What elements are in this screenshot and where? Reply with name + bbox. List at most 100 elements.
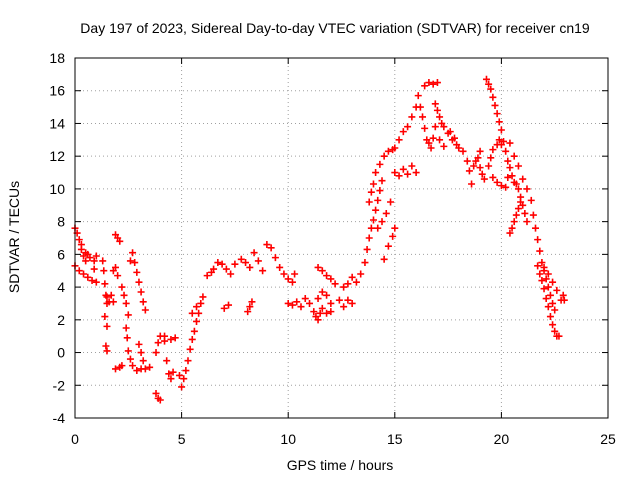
- data-point: [544, 283, 552, 291]
- data-point: [327, 299, 335, 307]
- data-point: [335, 296, 343, 304]
- data-point: [120, 291, 128, 299]
- data-point: [314, 295, 322, 303]
- data-point: [512, 180, 520, 188]
- data-point: [372, 206, 380, 214]
- data-point: [489, 173, 497, 181]
- data-point: [139, 357, 147, 365]
- data-point: [225, 301, 233, 309]
- data-point: [493, 110, 501, 118]
- data-point: [384, 147, 392, 155]
- data-point: [527, 196, 535, 204]
- data-point: [124, 311, 132, 319]
- data-point: [510, 152, 518, 160]
- data-point: [99, 257, 107, 265]
- data-point: [348, 299, 356, 307]
- data-point: [487, 154, 495, 162]
- data-point: [476, 164, 484, 172]
- y-tick-label: 18: [49, 50, 65, 66]
- data-point: [214, 259, 222, 267]
- data-point: [549, 321, 557, 329]
- x-axis-title: GPS time / hours: [287, 457, 394, 473]
- data-point: [470, 162, 478, 170]
- data-point: [306, 299, 314, 307]
- data-point: [476, 147, 484, 155]
- data-point: [92, 252, 100, 260]
- data-point: [459, 147, 467, 155]
- data-point: [474, 154, 482, 162]
- axis-ticks: [74, 57, 609, 419]
- data-point: [540, 285, 548, 293]
- data-point: [436, 113, 444, 121]
- data-point: [116, 237, 124, 245]
- data-point: [521, 209, 529, 217]
- data-point: [271, 254, 279, 262]
- data-point: [102, 342, 110, 350]
- y-tick-label: 2: [57, 312, 65, 328]
- data-point: [495, 118, 503, 126]
- data-point: [103, 322, 111, 330]
- data-point: [559, 291, 567, 299]
- data-point: [440, 142, 448, 150]
- data-point: [497, 126, 505, 134]
- data-point: [152, 389, 160, 397]
- data-point: [510, 218, 518, 226]
- data-point: [376, 160, 384, 168]
- y-tick-label: -2: [53, 377, 66, 393]
- data-point: [154, 339, 162, 347]
- data-point: [184, 357, 192, 365]
- data-point: [327, 275, 335, 283]
- data-point: [323, 272, 331, 280]
- data-point: [163, 357, 171, 365]
- data-point: [344, 296, 352, 304]
- data-point: [508, 172, 516, 180]
- data-point: [293, 298, 301, 306]
- data-point: [495, 136, 503, 144]
- data-point: [112, 263, 120, 271]
- data-point: [101, 280, 109, 288]
- data-point: [259, 267, 267, 275]
- data-point: [357, 270, 365, 278]
- data-point: [101, 313, 109, 321]
- data-point: [152, 349, 160, 357]
- data-point: [538, 277, 546, 285]
- x-tick-label: 10: [280, 431, 296, 447]
- data-point: [544, 303, 552, 311]
- data-point: [123, 334, 131, 342]
- data-point: [551, 306, 559, 314]
- data-point: [500, 137, 508, 145]
- y-tick-label: 14: [49, 115, 65, 131]
- data-point: [493, 178, 501, 186]
- data-point: [542, 275, 550, 283]
- data-point: [514, 162, 522, 170]
- data-point: [468, 180, 476, 188]
- data-point: [314, 263, 322, 271]
- data-point: [465, 167, 473, 175]
- data-point: [103, 347, 111, 355]
- data-point: [514, 185, 522, 193]
- data-point: [84, 273, 92, 281]
- data-point: [419, 113, 427, 121]
- data-point: [433, 106, 441, 114]
- data-point: [297, 303, 305, 311]
- data-point: [280, 270, 288, 278]
- data-point: [489, 146, 497, 154]
- data-point: [288, 278, 296, 286]
- data-point: [190, 327, 198, 335]
- data-point: [178, 383, 186, 391]
- data-point: [188, 335, 196, 343]
- y-tick-label: 4: [57, 279, 65, 295]
- data-point: [542, 295, 550, 303]
- data-point: [506, 229, 514, 237]
- data-point: [175, 371, 183, 379]
- data-point: [514, 205, 522, 213]
- data-point: [372, 169, 380, 177]
- data-point: [284, 299, 292, 307]
- data-point: [536, 247, 544, 255]
- data-point: [197, 299, 205, 307]
- data-point: [231, 260, 239, 268]
- data-point: [412, 169, 420, 177]
- data-point: [220, 304, 228, 312]
- data-point: [363, 245, 371, 253]
